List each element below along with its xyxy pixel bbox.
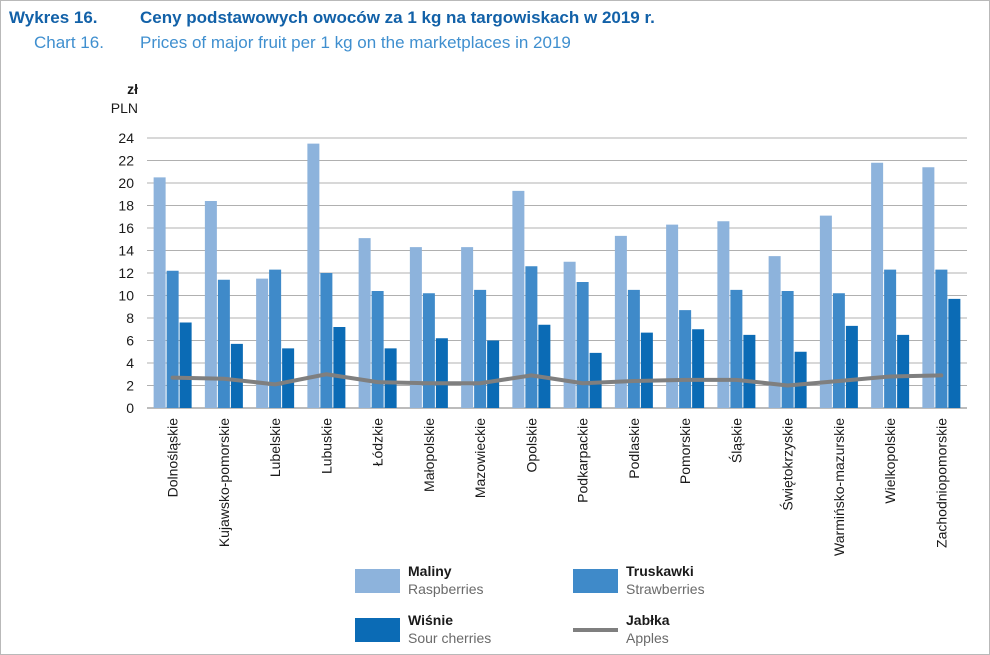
bar-strawberries [781,291,794,408]
y-tick-label: 0 [126,400,134,416]
bar-sour-cherries [692,329,705,408]
bar-raspberries [461,247,474,408]
bar-strawberries [371,291,384,408]
legend-swatch-strawberries [573,569,618,593]
bar-sour-cherries [897,334,910,408]
bar-raspberries [409,247,422,408]
y-tick-label: 16 [118,220,134,236]
title-number-pl: Wykres 16. [9,8,98,27]
bar-strawberries [627,289,640,408]
bar-sour-cherries [589,352,602,408]
bar-sour-cherries [333,327,346,408]
bar-sour-cherries [845,325,858,408]
x-category-label: Podlaskie [626,418,642,479]
bar-strawberries [166,270,179,408]
bar-raspberries [256,278,269,408]
bar-strawberries [832,293,845,408]
x-category-label: Mazowieckie [472,418,488,498]
bar-raspberries [614,235,627,408]
bar-strawberries [576,282,589,408]
x-category-label: Podkarpackie [575,418,591,503]
bar-sour-cherries [282,348,295,408]
legend-swatch-sour-cherries [355,618,400,642]
x-category-label: Pomorskie [677,418,693,484]
bar-sour-cherries [948,298,961,408]
bar-sour-cherries [743,334,756,408]
bar-strawberries [935,269,948,408]
y-axis-unit-pl: zł [127,81,138,97]
x-category-label: Zachodniopomorskie [933,418,949,548]
legend-label-en: Strawberries [626,581,705,597]
legend-label-pl: Wiśnie [408,612,453,628]
bar-strawberries [269,269,282,408]
x-category-label: Łódzkie [370,418,386,466]
x-category-label: Lubelskie [267,418,283,477]
y-tick-label: 2 [126,378,134,394]
bar-raspberries [922,167,935,408]
y-tick-label: 22 [118,153,134,169]
bar-raspberries [512,190,525,408]
bar-raspberries [307,143,320,408]
title-pl: Ceny podstawowych owoców za 1 kg na targ… [140,8,655,27]
x-category-label: Lubuskie [318,418,334,474]
bar-raspberries [768,256,781,408]
x-category-label: Śląskie [727,418,744,463]
bar-raspberries [204,201,217,408]
title-en: Prices of major fruit per 1 kg on the ma… [140,33,571,52]
bar-strawberries [217,279,230,408]
x-category-label: Świętokrzyskie [779,418,796,511]
legend-label-en: Apples [626,630,669,646]
y-tick-label: 12 [118,265,134,281]
bar-sour-cherries [640,332,653,408]
bar-strawberries [474,289,487,408]
bar-strawberries [730,289,743,408]
x-category-label: Małopolskie [421,418,437,492]
bar-raspberries [819,215,832,408]
bar-sour-cherries [230,343,243,408]
bar-strawberries [884,269,897,408]
bar-raspberries [563,261,576,408]
y-tick-label: 14 [118,243,134,259]
y-axis-unit-en: PLN [111,100,138,116]
legend-swatch-raspberries [355,569,400,593]
title-number-en: Chart 16. [34,33,104,52]
x-category-label: Wielkopolskie [882,418,898,504]
legend-label-en: Sour cherries [408,630,491,646]
bar-strawberries [320,273,333,408]
bar-strawberries [422,293,435,408]
y-tick-label: 20 [118,175,134,191]
y-tick-label: 8 [126,310,134,326]
bar-raspberries [153,177,166,408]
legend-label-en: Raspberries [408,581,483,597]
legend-label-pl: Truskawki [626,563,694,579]
bar-sour-cherries [538,324,551,408]
bar-raspberries [717,221,730,408]
line-apples [170,372,944,388]
y-tick-label: 10 [118,288,134,304]
bar-sour-cherries [487,340,500,408]
y-tick-label: 6 [126,333,134,349]
y-tick-label: 24 [118,130,134,146]
y-tick-label: 18 [118,198,134,214]
bar-sour-cherries [435,338,448,408]
legend-label-pl: Maliny [408,563,452,579]
x-category-label: Warmińsko-mazurskie [831,418,847,556]
y-tick-label: 4 [126,355,134,371]
x-category-label: Dolnośląskie [165,418,181,498]
bar-raspberries [871,162,884,408]
bar-sour-cherries [179,322,192,408]
legend-label-pl: Jabłka [626,612,670,628]
bar-sour-cherries [384,348,397,408]
bar-raspberries [666,224,679,408]
bar-raspberries [358,238,371,408]
bar-strawberries [679,310,692,408]
bar-sour-cherries [794,351,807,408]
x-category-label: Opolskie [523,418,539,473]
x-category-label: Kujawsko-pomorskie [216,418,232,547]
bar-strawberries [525,266,538,408]
